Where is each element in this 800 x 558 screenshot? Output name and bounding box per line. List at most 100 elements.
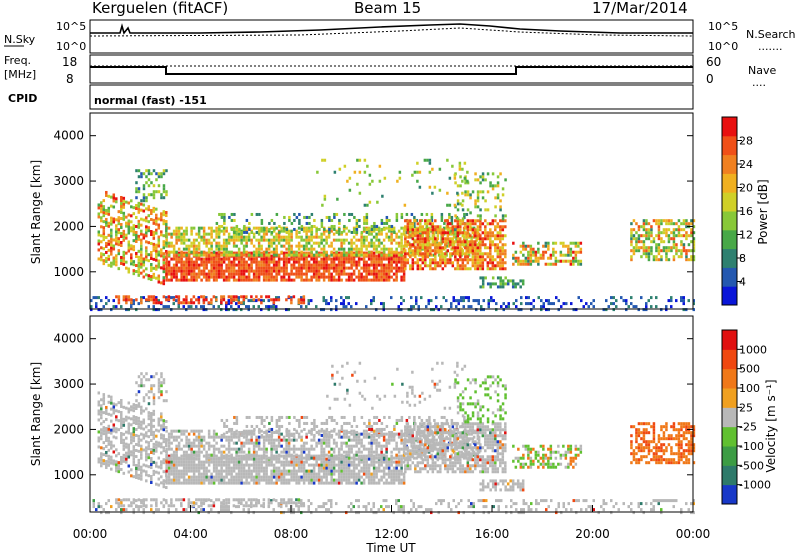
echo-cell (353, 264, 356, 267)
echo-cell (115, 227, 118, 230)
echo-cell (178, 470, 181, 473)
echo-cell (472, 252, 475, 255)
echo-cell (356, 231, 359, 234)
echo-cell (388, 476, 391, 479)
echo-cell (120, 423, 123, 426)
echo-cell (365, 279, 368, 282)
echo-cell (115, 197, 118, 200)
echo-cell (245, 267, 248, 270)
echo-cell (133, 230, 136, 233)
echo-cell (135, 381, 138, 384)
echo-cell (508, 305, 511, 308)
echo-cell (230, 236, 233, 239)
echo-cell (225, 470, 228, 473)
echo-cell (251, 231, 254, 234)
echo-cell (463, 299, 466, 302)
echo-cell (140, 298, 143, 301)
echo-cell (464, 258, 467, 261)
echo-cell (130, 417, 133, 420)
echo-cell (175, 276, 178, 279)
echo-cell (422, 246, 425, 249)
echo-cell (343, 251, 346, 254)
echo-cell (492, 258, 495, 261)
echo-cell (228, 279, 231, 282)
echo-cell (575, 245, 578, 248)
echo-cell (477, 249, 480, 252)
echo-cell (128, 249, 131, 252)
echo-cell (412, 225, 415, 228)
echo-cell (316, 171, 319, 174)
echo-cell (203, 258, 206, 261)
echo-cell (540, 257, 543, 260)
echo-cell (155, 277, 158, 280)
echo-cell (120, 244, 123, 247)
echo-cell (185, 248, 188, 251)
echo-cell (345, 464, 348, 467)
echo-cell (670, 296, 673, 299)
echo-cell (233, 213, 236, 216)
echo-cell (400, 261, 403, 264)
echo-cell (103, 441, 106, 444)
echo-cell (350, 239, 353, 242)
echo-cell (400, 267, 403, 270)
echo-cell (195, 305, 198, 308)
echo-cell (285, 261, 288, 264)
echo-cell (210, 227, 213, 230)
echo-cell (280, 267, 283, 270)
echo-cell (225, 245, 228, 248)
echo-cell (308, 476, 311, 479)
echo-cell (356, 228, 359, 231)
echo-cell (482, 172, 485, 175)
echo-cell (295, 245, 298, 248)
echo-cell (140, 372, 143, 375)
echo-cell (421, 213, 424, 216)
echo-cell (285, 267, 288, 270)
echo-cell (613, 302, 616, 305)
echo-cell (497, 285, 500, 288)
echo-cell (412, 231, 415, 234)
echo-cell (452, 231, 455, 234)
echo-cell (400, 258, 403, 261)
echo-cell (145, 431, 148, 434)
echo-cell (353, 270, 356, 273)
echo-cell (100, 234, 103, 237)
echo-cell (437, 249, 440, 252)
echo-cell (198, 230, 201, 233)
echo-cell (150, 481, 153, 484)
echo-cell (323, 270, 326, 273)
echo-cell (577, 242, 580, 245)
echo-cell (135, 216, 138, 219)
echo-cell (328, 231, 331, 234)
echo-cell (103, 259, 106, 262)
echo-cell (283, 470, 286, 473)
echo-cell (108, 443, 111, 446)
echo-cell (255, 476, 258, 479)
echo-cell (218, 479, 221, 482)
echo-cell (577, 263, 580, 266)
echo-cell (378, 245, 381, 248)
echo-cell (128, 246, 131, 249)
echo-cell (150, 457, 153, 460)
echo-cell (393, 261, 396, 264)
echo-cell (120, 305, 123, 308)
echo-cell (494, 243, 497, 246)
echo-cell (265, 458, 268, 461)
echo-cell (243, 273, 246, 276)
echo-cell (290, 245, 293, 248)
echo-cell (188, 482, 191, 485)
echo-cell (512, 254, 515, 257)
echo-cell (365, 464, 368, 467)
echo-cell (170, 276, 173, 279)
echo-cell (175, 261, 178, 264)
echo-cell (685, 231, 688, 234)
echo-cell (238, 461, 241, 464)
echo-cell (680, 234, 683, 237)
echo-cell (479, 234, 482, 237)
echo-cell (345, 239, 348, 242)
echo-cell (439, 264, 442, 267)
echo-cell (168, 251, 171, 254)
echo-cell (638, 240, 641, 243)
echo-cell (395, 251, 398, 254)
echo-cell (515, 299, 518, 302)
echo-cell (683, 243, 686, 246)
